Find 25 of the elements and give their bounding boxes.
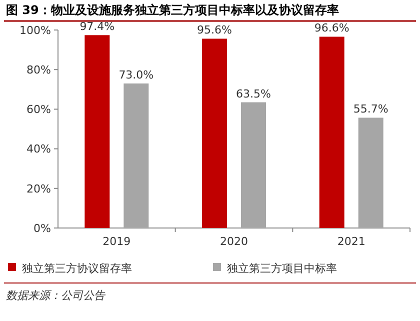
bar [358,118,384,228]
bar [241,102,266,228]
x-tick-label: 2019 [102,235,131,248]
data-label: 63.5% [236,87,271,100]
y-tick-label: 0% [34,222,51,235]
legend-label: 独立第三方协议留存率 [22,262,132,275]
source-note: 数据来源：公司公告 [6,289,106,302]
y-tick-label: 100% [20,24,51,37]
data-label: 95.6% [197,24,232,37]
y-tick-label: 40% [26,142,51,156]
y-tick-label: 20% [26,182,51,196]
bar [319,36,344,228]
y-tick-label: 80% [26,63,51,76]
data-label: 55.7% [353,102,388,116]
x-tick-label: 2020 [220,235,248,248]
chart-title: 图 39：物业及设施服务独立第三方项目中标率以及协议留存率 [6,3,339,17]
data-label: 73.0% [118,68,154,82]
bar [84,35,110,228]
y-tick-label: 60% [26,103,51,116]
bar [202,38,227,228]
legend-label: 独立第三方项目中标率 [227,262,337,275]
data-label: 96.6% [314,22,350,35]
bar [124,83,149,228]
x-tick-label: 2021 [337,235,366,248]
data-label: 97.4% [80,20,115,34]
